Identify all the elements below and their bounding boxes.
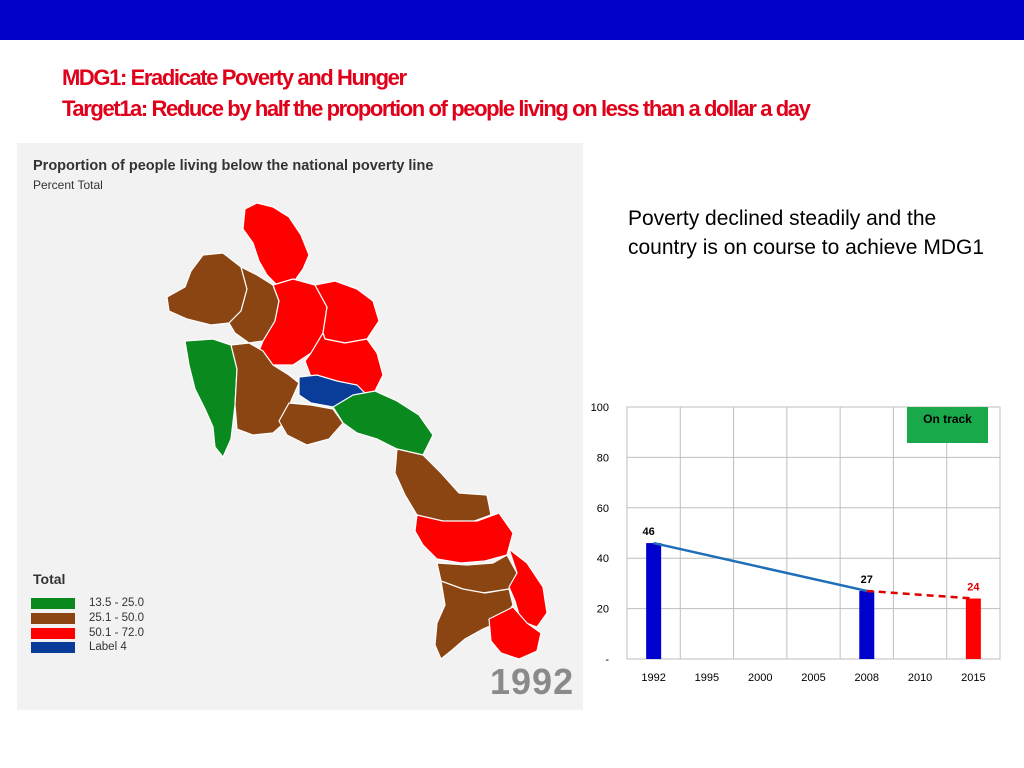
map-region-southeast-brown xyxy=(394,448,492,524)
map-region-northwest-brown xyxy=(166,252,248,326)
x-tick-label: 2005 xyxy=(801,672,825,684)
y-tick-label: 100 xyxy=(591,402,609,414)
x-tick-label: 2000 xyxy=(748,672,772,684)
bar-2008 xyxy=(859,590,875,659)
map-region-southwest-brown xyxy=(434,580,514,660)
top-banner xyxy=(0,0,1024,40)
y-tick-label: 20 xyxy=(597,604,609,616)
bar-1992 xyxy=(646,543,662,659)
map-region-south-central-brown xyxy=(278,402,344,446)
x-tick-label: 1995 xyxy=(695,672,719,684)
bar-2015 xyxy=(965,598,981,659)
on-track-badge xyxy=(907,407,988,443)
y-tick-label: 40 xyxy=(597,553,609,565)
x-tick-label: 2008 xyxy=(855,672,879,684)
legend-label: 25.1 - 50.0 xyxy=(89,612,144,624)
summary-note: Poverty declined steadily and the countr… xyxy=(628,207,984,259)
legend-swatch xyxy=(31,628,75,639)
legend-label: 13.5 - 25.0 xyxy=(89,597,144,609)
y-tick-label: 60 xyxy=(597,503,609,515)
map-panel: Proportion of people living below the na… xyxy=(17,143,583,710)
map-region-west-green xyxy=(184,338,238,458)
map-subtitle: Percent Total xyxy=(33,178,103,192)
title-line-1: MDG1: Eradicate Poverty and Hunger xyxy=(62,65,407,90)
x-tick-label: 2010 xyxy=(908,672,932,684)
map-region-north-red xyxy=(242,202,310,288)
legend-title: Total xyxy=(33,571,66,587)
map-year: 1992 xyxy=(490,661,575,702)
legend-swatch xyxy=(31,642,75,653)
laos-province-map xyxy=(166,202,548,660)
plot-frame xyxy=(626,406,1001,660)
x-tick-label: 1992 xyxy=(641,672,665,684)
map-region-north-brown xyxy=(228,266,280,344)
projection-line xyxy=(866,589,974,600)
map-region-south-red xyxy=(414,512,514,564)
x-tick-label: 2015 xyxy=(961,672,985,684)
map-title: Proportion of people living below the na… xyxy=(33,158,434,174)
map-region-south-tip-red xyxy=(488,606,542,660)
map-region-central-green xyxy=(332,390,434,456)
slide-title: MDG1: Eradicate Poverty and Hunger Targe… xyxy=(62,62,811,124)
title-line-2: Target1a: Reduce by half the proportion … xyxy=(62,96,811,121)
y-tick-label: 80 xyxy=(597,452,609,464)
data-label: 27 xyxy=(861,574,873,586)
legend-label: 50.1 - 72.0 xyxy=(89,627,144,639)
data-label: 46 xyxy=(643,526,655,538)
data-label: 24 xyxy=(967,582,980,594)
legend-swatch xyxy=(31,598,75,609)
poverty-trend-chart: - 20 40 60 80 100 1992 1995 2000 2005 2008 2010 2015… xyxy=(591,402,1001,684)
on-track-label: On track xyxy=(923,412,972,426)
legend-swatch xyxy=(31,613,75,624)
trend-line xyxy=(653,541,868,593)
y-tick-label: - xyxy=(605,654,609,666)
legend-label: Label 4 xyxy=(89,641,127,653)
